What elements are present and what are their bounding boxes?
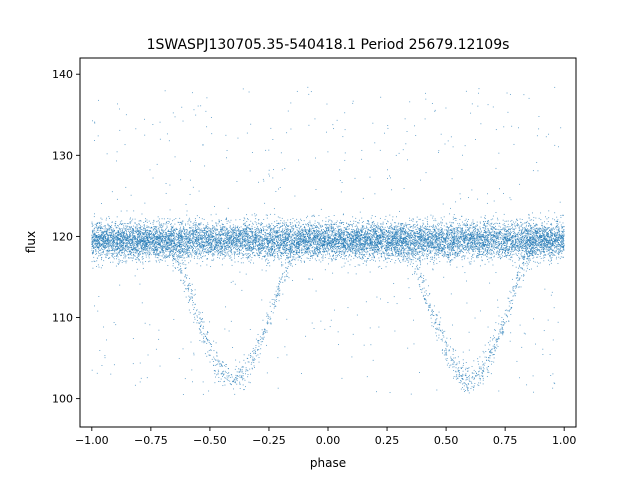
x-tick-label: −0.75 xyxy=(134,434,168,447)
x-tick-label: 0.25 xyxy=(375,434,400,447)
x-tick-label: 0.50 xyxy=(434,434,459,447)
y-tick-label: 130 xyxy=(52,149,73,162)
x-tick-label: −0.50 xyxy=(193,434,227,447)
chart-title: 1SWASPJ130705.35-540418.1 Period 25679.1… xyxy=(147,37,510,53)
y-axis-label: flux xyxy=(24,231,38,253)
y-tick-label: 140 xyxy=(52,68,73,81)
x-tick-label: −1.00 xyxy=(75,434,109,447)
y-tick-label: 110 xyxy=(52,312,73,325)
x-axis-ticks: −1.00 −0.75 −0.50 −0.25 0.00 0.25 0.50 0.75 1.00 xyxy=(75,427,576,447)
scatter-point-cloud xyxy=(80,58,576,427)
x-tick-label: 0.75 xyxy=(493,434,518,447)
y-axis-ticks: 100 110 120 130 140 xyxy=(52,68,80,406)
x-axis-label: phase xyxy=(310,456,346,470)
x-tick-label: 1.00 xyxy=(552,434,577,447)
y-tick-label: 100 xyxy=(52,393,73,406)
x-tick-label: 0.00 xyxy=(316,434,341,447)
y-tick-label: 120 xyxy=(52,230,73,243)
x-tick-label: −0.25 xyxy=(252,434,286,447)
scatter-points xyxy=(80,58,576,427)
